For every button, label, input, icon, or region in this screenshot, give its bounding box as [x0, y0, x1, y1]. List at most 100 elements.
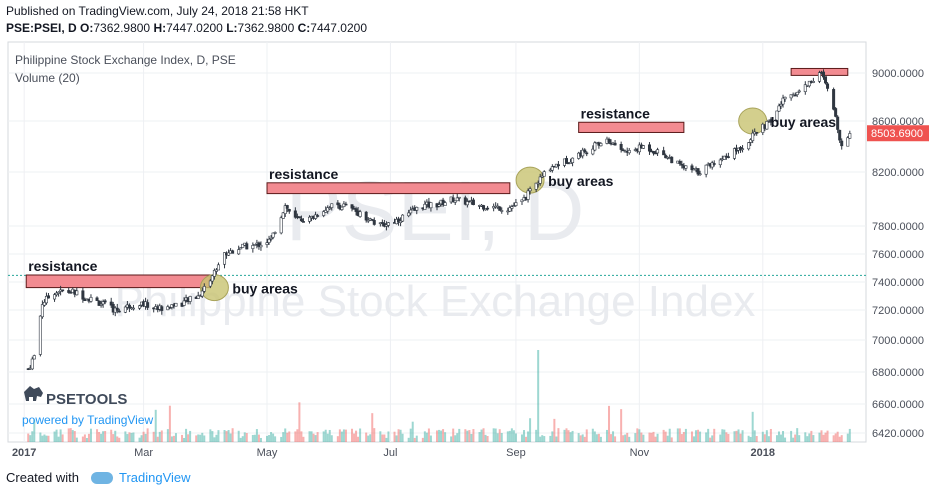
volume-bar — [705, 432, 708, 442]
volume-bar — [61, 434, 64, 442]
volume-bar — [187, 434, 190, 442]
candle-body — [293, 210, 297, 218]
volume-bar — [763, 434, 766, 442]
x-tick-label: 2018 — [751, 447, 775, 459]
volume-bar — [557, 428, 560, 442]
volume-bar — [239, 437, 242, 442]
open-value: 7362.9800 — [93, 21, 151, 35]
volume-bar — [668, 428, 671, 442]
volume-bar — [197, 434, 200, 442]
volume-bar — [735, 430, 738, 442]
volume-bar — [567, 430, 570, 442]
candle-body — [583, 149, 587, 153]
candle-body — [115, 307, 119, 311]
candle-body — [581, 149, 585, 157]
y-tick-label: 6600.0000 — [872, 399, 924, 411]
volume-bar — [274, 436, 277, 442]
volume-bar — [351, 428, 354, 442]
close-label: C: — [297, 21, 311, 35]
volume-bar — [690, 431, 693, 442]
volume-bar — [100, 433, 103, 442]
candle-body — [840, 140, 844, 147]
candle-body — [710, 162, 714, 168]
volume-bar — [401, 433, 404, 442]
candle-body — [528, 188, 532, 192]
volume-bar — [622, 435, 625, 442]
candle-body — [344, 203, 348, 206]
volume-bar — [834, 433, 837, 442]
volume-bar — [692, 436, 695, 442]
last-price-tag — [867, 125, 929, 142]
volume-bar — [591, 428, 594, 442]
volume-bar — [498, 429, 501, 442]
volume-bar — [636, 428, 639, 442]
plot-frame — [7, 41, 867, 443]
volume-bar — [257, 434, 260, 442]
candle-body — [174, 302, 178, 307]
candle-body — [769, 119, 773, 123]
volume-bar — [27, 433, 30, 442]
volume-bar — [132, 432, 135, 442]
volume-bar — [393, 431, 396, 442]
volume-bar — [482, 428, 485, 442]
volume-bar — [223, 430, 226, 442]
candle-body — [212, 270, 216, 277]
candle-body — [542, 171, 546, 177]
candle-body — [287, 209, 291, 212]
candle-body — [42, 302, 46, 306]
candle-body — [607, 138, 611, 143]
candle-body — [340, 206, 344, 210]
volume-bar — [472, 429, 475, 442]
volume-bar — [213, 437, 216, 442]
volume-bar — [73, 431, 76, 442]
volume-bar — [775, 435, 778, 442]
volume-bar — [496, 433, 499, 442]
volume-bar — [75, 437, 78, 442]
candle-body — [540, 175, 544, 178]
candle-body — [822, 71, 826, 78]
volume-bar — [614, 436, 617, 442]
volume-bar — [836, 431, 839, 442]
volume-bar — [259, 437, 262, 442]
volume-bars — [27, 350, 851, 442]
volume-bar — [413, 437, 416, 442]
volume-bar — [751, 411, 754, 442]
volume-bar — [470, 433, 473, 442]
volume-bar — [168, 405, 171, 442]
y-tick-label: 7600.0000 — [872, 249, 924, 261]
volume-bar — [620, 409, 623, 442]
volume-bar — [458, 428, 461, 442]
volume-bar — [563, 429, 566, 442]
volume-bar — [324, 429, 327, 442]
candle-body — [779, 104, 783, 107]
volume-bar — [595, 434, 598, 442]
candle-body — [755, 131, 759, 134]
volume-bar — [225, 431, 228, 442]
volume-bar — [599, 436, 602, 442]
volume-bar — [832, 435, 835, 442]
volume-bar — [695, 430, 698, 442]
volume-bar — [126, 434, 129, 442]
volume-bar — [142, 431, 145, 442]
open-label: O: — [80, 21, 94, 35]
volume-bar — [500, 433, 503, 442]
volume-bar — [508, 430, 511, 442]
candle-body — [386, 222, 390, 226]
volume-bar — [721, 429, 724, 442]
volume-bar — [330, 435, 333, 442]
volume-bar — [642, 434, 645, 442]
candle-body — [832, 89, 836, 110]
volume-bar — [527, 431, 530, 442]
volume-bar — [29, 435, 32, 442]
volume-bar — [848, 428, 851, 442]
volume-bar — [529, 418, 532, 442]
volume-bar — [203, 435, 206, 442]
candle-body — [399, 220, 403, 223]
volume-bar — [399, 429, 402, 442]
tradingview-link[interactable]: TradingView — [118, 470, 191, 485]
volume-bar — [241, 436, 244, 442]
candle-body — [696, 168, 700, 175]
volume-bar — [69, 428, 72, 442]
candle-body — [188, 296, 192, 302]
